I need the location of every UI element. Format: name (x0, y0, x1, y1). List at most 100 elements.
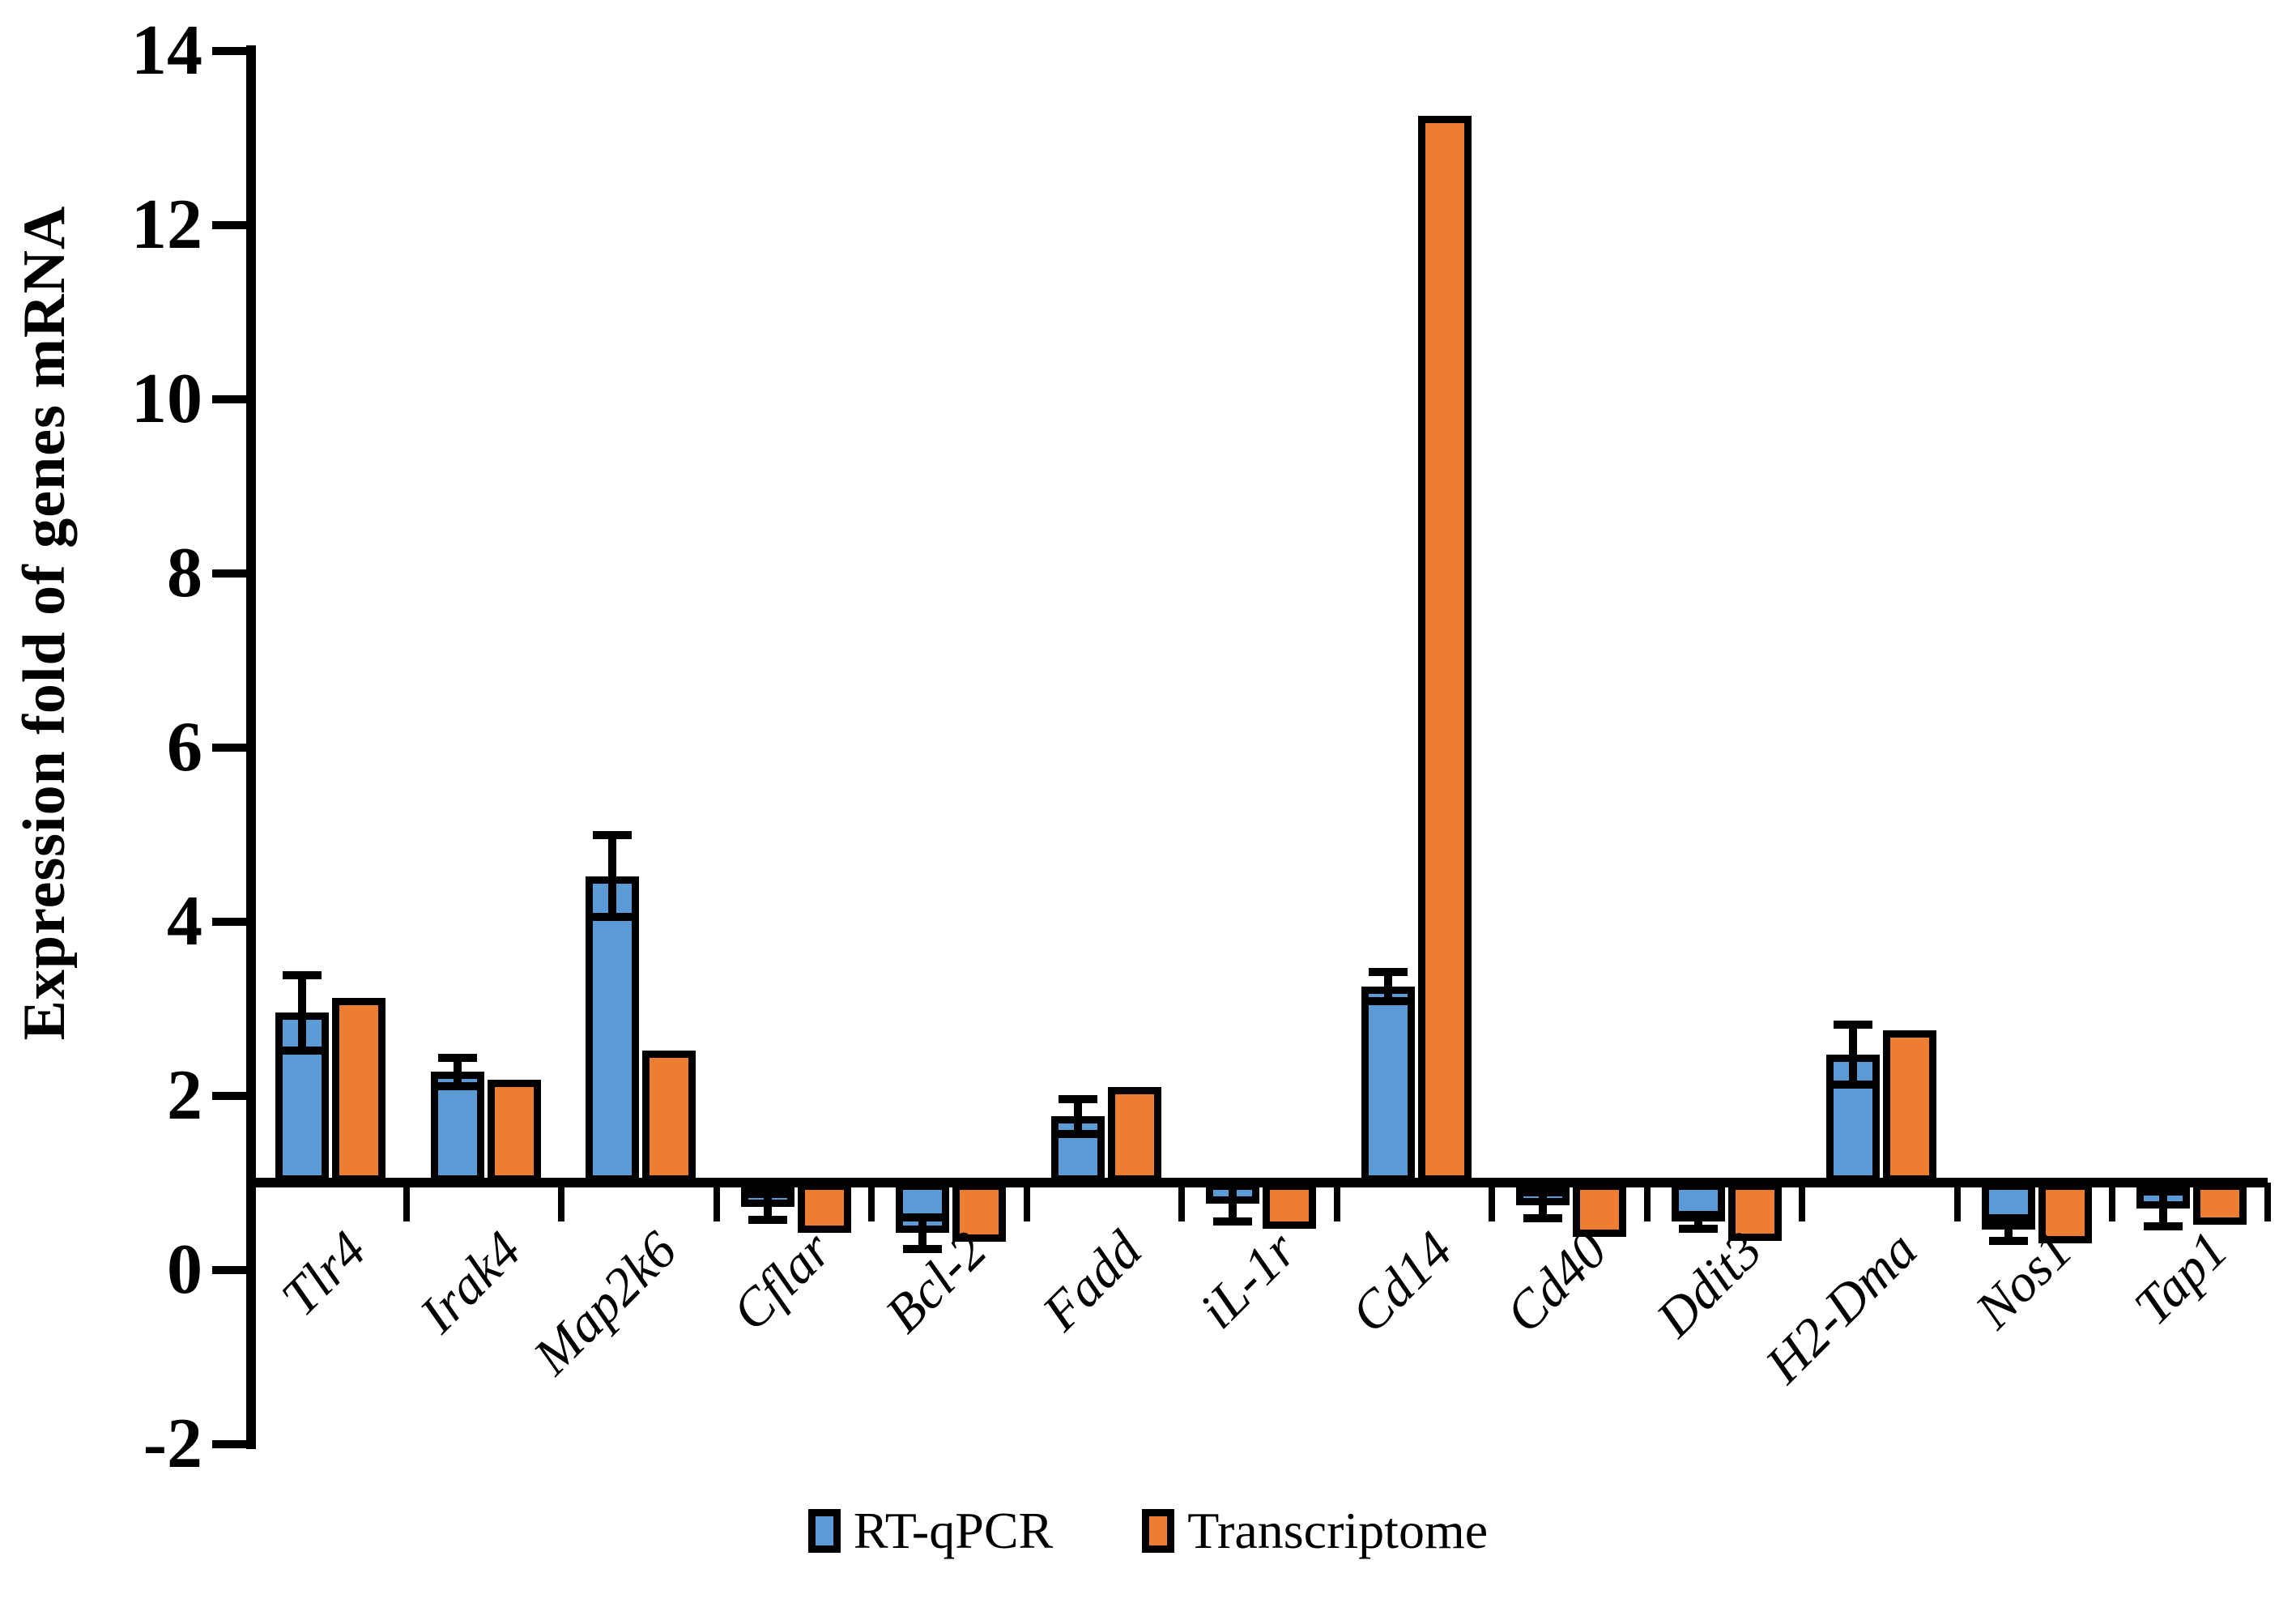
legend-swatch-icon (807, 1509, 841, 1553)
legend-swatch-icon (1142, 1509, 1175, 1553)
x-category-label: H2-Dma (1754, 1220, 1929, 1395)
legend: RT-qPCR Transcriptome (0, 1503, 2296, 1559)
bar-transcriptome-tap1 (2193, 1183, 2247, 1225)
y-tick-label: 10 (131, 359, 202, 438)
error-bar-line (1383, 971, 1392, 1002)
y-tick-label: 4 (167, 881, 202, 961)
error-bar-cap-top (1678, 1210, 1718, 1219)
error-bar-cap-top (1988, 1214, 2028, 1223)
error-bar-cap-top (1523, 1187, 1563, 1196)
legend-label: Transcriptome (1187, 1502, 1489, 1559)
error-bar-cap-bottom (1058, 1129, 1097, 1138)
y-axis-tick (212, 394, 251, 403)
x-axis-tick (403, 1183, 410, 1221)
bar-transcriptome-h2dma (1883, 1030, 1937, 1183)
error-bar-cap-top (748, 1189, 787, 1198)
x-axis-tick (2109, 1183, 2116, 1221)
bar-transcriptome-il1r (1263, 1183, 1317, 1229)
error-bar-cap-bottom (2144, 1221, 2183, 1230)
x-category-label: Cflar (721, 1220, 843, 1342)
bar-rtqpcr-irak4 (430, 1072, 484, 1183)
bar-transcriptome-map2k6 (642, 1050, 696, 1183)
y-axis-tick (212, 220, 251, 229)
error-bar-line (608, 835, 617, 918)
y-axis-tick (212, 1439, 251, 1448)
error-bar-cap-bottom (903, 1244, 943, 1253)
error-bar-line (1693, 1214, 1702, 1229)
x-category-label: Fadd (1031, 1220, 1153, 1342)
y-tick-label: -2 (143, 1404, 202, 1483)
error-bar-line (1229, 1185, 1237, 1222)
bar-rtqpcr-cd14 (1361, 987, 1415, 1183)
error-bar-cap-top (1368, 967, 1408, 976)
bar-transcriptome-tlr4 (332, 998, 386, 1183)
y-axis-tick (212, 46, 251, 55)
y-axis-tick (212, 917, 251, 926)
x-axis-tick (713, 1183, 720, 1221)
error-bar-cap-bottom (1213, 1217, 1253, 1226)
error-bar-cap-top (437, 1054, 477, 1063)
bar-transcriptome-fadd (1107, 1086, 1161, 1183)
x-axis-tick (1953, 1183, 1961, 1221)
x-axis-tick (1023, 1183, 1030, 1221)
x-category-label: Irak4 (408, 1220, 533, 1345)
x-axis-tick (1333, 1183, 1340, 1221)
error-bar-cap-bottom (437, 1081, 477, 1090)
error-bar-line (453, 1058, 462, 1086)
error-bar-line (1539, 1192, 1548, 1219)
error-bar-cap-bottom (1523, 1214, 1563, 1223)
x-category-label: Map2k6 (522, 1220, 688, 1387)
error-bar-line (1849, 1025, 1858, 1085)
error-bar-cap-top (2144, 1187, 2183, 1196)
x-category-label: Tap1 (2123, 1220, 2239, 1336)
error-bar-cap-bottom (1988, 1237, 2028, 1246)
y-axis-tick (212, 1265, 251, 1274)
x-category-label: Cd14 (1339, 1220, 1463, 1345)
x-category-label: Tlr4 (270, 1220, 377, 1328)
x-axis-tick (1799, 1183, 1806, 1221)
y-axis-tick (212, 743, 251, 752)
x-axis-tick (1643, 1183, 1651, 1221)
error-bar-cap-bottom (593, 913, 633, 922)
x-category-label: iL-1r (1188, 1220, 1309, 1341)
error-bar-line (1073, 1098, 1082, 1134)
error-bar-cap-top (1058, 1094, 1097, 1103)
legend-item-rtqpcr: RT-qPCR (807, 1502, 1054, 1559)
error-bar-cap-bottom (1678, 1224, 1718, 1233)
x-axis-tick (2264, 1183, 2271, 1221)
error-bar-cap-bottom (1834, 1080, 1873, 1089)
bar-transcriptome-cd14 (1417, 116, 1472, 1183)
x-axis-tick (1178, 1183, 1186, 1221)
y-tick-label: 8 (167, 533, 202, 612)
x-axis-tick (558, 1183, 565, 1221)
x-axis-tick (868, 1183, 875, 1221)
error-bar-line (298, 975, 306, 1051)
y-tick-label: 14 (131, 11, 202, 90)
error-bar-cap-bottom (283, 1046, 322, 1055)
bar-rtqpcr-map2k6 (586, 876, 640, 1183)
error-bar-line (2159, 1191, 2168, 1226)
error-bar-line (918, 1217, 927, 1249)
y-tick-label: 12 (131, 185, 202, 264)
bar-transcriptome-irak4 (487, 1080, 541, 1183)
x-axis-tick (248, 1183, 254, 1221)
y-tick-label: 0 (167, 1230, 202, 1309)
legend-item-transcriptome: Transcriptome (1142, 1503, 1488, 1559)
error-bar-cap-bottom (1368, 997, 1408, 1006)
error-bar-cap-top (593, 831, 633, 840)
y-axis-tick (212, 569, 251, 578)
x-axis-line (251, 1178, 2268, 1187)
y-axis-tick (212, 1091, 251, 1100)
y-tick-label: 6 (167, 707, 202, 787)
error-bar-line (2004, 1218, 2013, 1241)
x-axis-tick (1489, 1183, 1496, 1221)
error-bar-cap-top (1834, 1021, 1873, 1030)
legend-label: RT-qPCR (853, 1502, 1054, 1559)
error-bar-cap-top (283, 971, 322, 980)
y-tick-label: 2 (167, 1055, 202, 1135)
error-bar-cap-bottom (748, 1216, 787, 1225)
error-bar-cap-top (903, 1213, 943, 1221)
error-bar-line (763, 1193, 772, 1221)
x-category-label: Cd40 (1494, 1220, 1619, 1345)
